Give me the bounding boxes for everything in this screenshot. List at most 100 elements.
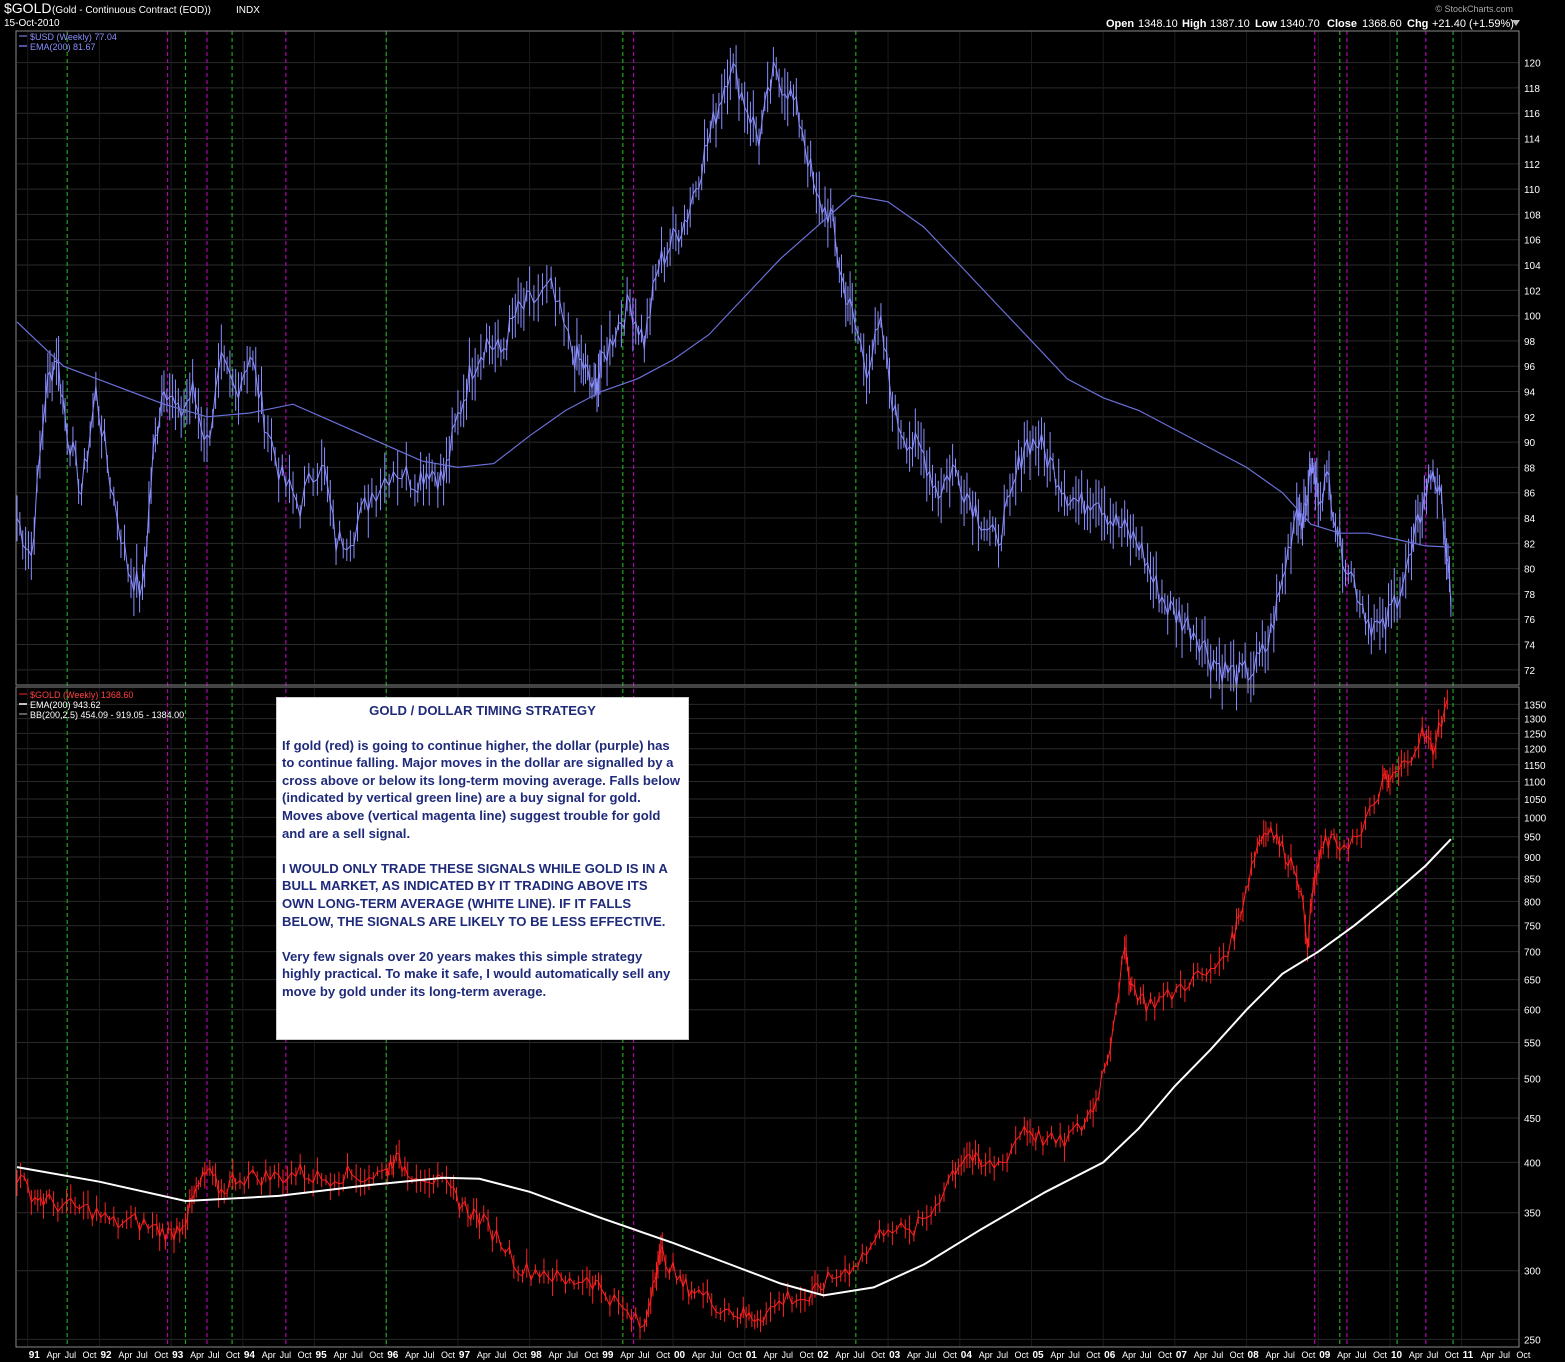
y-tick-label: 1300 [1524,715,1547,726]
y-tick-label: 110 [1524,185,1540,196]
x-tick-label: Jul [423,1350,435,1360]
y-tick-label: 450 [1524,1114,1541,1125]
x-tick-label: Apr [1265,1350,1279,1360]
x-tick-label: 97 [459,1350,471,1361]
symbol-description: (Gold - Continuous Contract (EOD)) [52,5,211,16]
x-tick-label: Jul [1212,1350,1224,1360]
x-tick-label: 11 [1463,1350,1474,1361]
x-tick-label: Oct [1445,1350,1460,1360]
x-tick-label: Jul [853,1350,865,1360]
y-tick-label: 100 [1524,312,1541,323]
date-label: 15-Oct-2010 [4,18,60,29]
x-tick-label: Apr [692,1350,706,1360]
x-tick-label: 01 [746,1350,758,1361]
y-tick-label: 1350 [1524,700,1547,711]
x-tick-label: 93 [172,1350,184,1361]
x-tick-label: 07 [1176,1350,1188,1361]
y-tick-label: 600 [1524,1006,1541,1017]
x-tick-label: Oct [799,1350,814,1360]
y-tick-label: 84 [1524,514,1536,525]
y-tick-label: 104 [1524,261,1541,272]
collapse-arrow-icon[interactable] [1512,20,1520,26]
y-tick-label: 1100 [1524,777,1546,788]
x-tick-label: Apr [477,1350,491,1360]
x-tick-label: Apr [333,1350,347,1360]
gold-price-line [16,699,1448,1329]
y-tick-label: 700 [1524,948,1541,959]
x-tick-label: 98 [531,1350,543,1361]
gold-ema-line [16,838,1452,1297]
x-tick-label: Oct [298,1350,313,1360]
x-tick-label: Apr [979,1350,993,1360]
ohlc-readout: Open 1348.10 High 1387.10 Low 1340.70 Cl… [1106,18,1514,30]
y-tick-label: 650 [1524,976,1541,987]
chg-value: +21.40 (+1.59%) [1432,18,1514,30]
x-tick-label: 94 [244,1350,256,1361]
x-tick-label: Apr [262,1350,276,1360]
y-tick-label: 1050 [1524,795,1547,806]
high-value: 1387.10 [1210,18,1250,30]
x-tick-label: Apr [405,1350,419,1360]
usd-ema-legend: EMA(200) 81.67 [30,42,96,52]
y-tick-label: 76 [1524,615,1536,626]
y-tick-label: 120 [1524,59,1541,70]
y-tick-label: 90 [1524,438,1536,449]
close-label: Close [1327,18,1357,30]
x-tick-label: 09 [1319,1350,1331,1361]
y-tick-label: 500 [1524,1074,1541,1085]
y-tick-label: 750 [1524,922,1541,933]
x-tick-label: Jul [351,1350,363,1360]
x-tick-label: 04 [961,1350,973,1361]
x-tick-label: Apr [1194,1350,1208,1360]
usd-legend: $USD (Weekly) 77.04 [30,32,117,42]
x-tick-label: 95 [316,1350,328,1361]
y-tick-label: 850 [1524,875,1541,886]
y-tick-label: 118 [1524,84,1540,95]
y-tick-label: 88 [1524,463,1536,474]
x-tick-label: Apr [1481,1350,1495,1360]
x-tick-label: Oct [1230,1350,1245,1360]
x-tick-label: Oct [154,1350,169,1360]
x-tick-label: Apr [620,1350,634,1360]
x-tick-label: Apr [190,1350,204,1360]
y-tick-label: 74 [1524,641,1536,652]
x-tick-label: Jul [710,1350,722,1360]
x-tick-label: Oct [656,1350,671,1360]
y-tick-label: 400 [1524,1158,1541,1169]
y-tick-label: 106 [1524,236,1541,247]
x-tick-label: Jul [638,1350,650,1360]
bb-legend: BB(200,2.5) 454.09 - 919.05 - 1384.00 [30,710,184,720]
x-tick-label: Apr [47,1350,61,1360]
x-tick-label: Oct [226,1350,241,1360]
x-tick-label: 99 [602,1350,614,1361]
x-tick-label: Oct [513,1350,528,1360]
strategy-note: GOLD / DOLLAR TIMING STRATEGY If gold (r… [276,697,689,1040]
y-tick-label: 1000 [1524,813,1547,824]
y-tick-label: 1250 [1524,729,1547,740]
x-tick-label: Apr [549,1350,563,1360]
x-tick-label: Oct [1516,1350,1531,1360]
x-tick-label: Jul [1427,1350,1439,1360]
note-paragraph-3: Very few signals over 20 years makes thi… [282,948,671,999]
x-tick-label: Oct [1086,1350,1101,1360]
open-value: 1348.10 [1138,18,1178,30]
y-tick-label: 98 [1524,337,1536,348]
y-tick-label: 1200 [1524,745,1547,756]
open-label: Open [1106,18,1134,30]
y-tick-label: 72 [1524,666,1536,677]
x-tick-label: Jul [566,1350,578,1360]
x-tick-label: Apr [907,1350,921,1360]
x-tick-label: Apr [1050,1350,1064,1360]
gold-legend: $GOLD (Weekly) 1368.60 [30,690,133,700]
x-tick-label: Oct [1373,1350,1388,1360]
x-tick-label: Apr [1409,1350,1423,1360]
y-tick-label: 80 [1524,565,1536,576]
x-tick-label: Jul [1498,1350,1510,1360]
y-tick-label: 114 [1524,135,1540,146]
x-tick-label: Jul [925,1350,937,1360]
x-tick-label: Oct [1301,1350,1316,1360]
usd-price-line [16,61,1452,688]
y-tick-label: 102 [1524,286,1541,297]
y-tick-label: 116 [1524,109,1540,120]
